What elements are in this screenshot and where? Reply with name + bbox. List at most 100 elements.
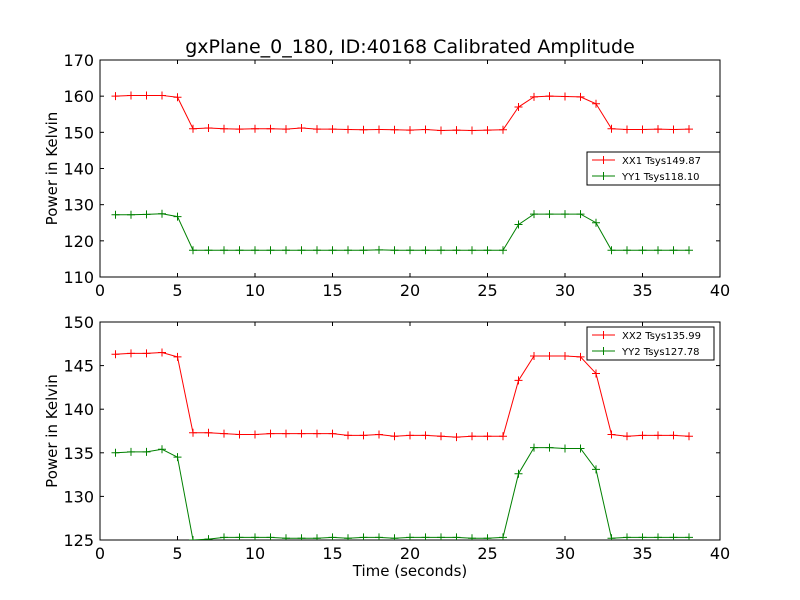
data-point [576, 92, 585, 101]
data-point [421, 246, 430, 255]
y-tick-label: 170 [63, 51, 94, 70]
data-point [545, 210, 554, 219]
x-tick-label: 5 [172, 544, 182, 563]
bottom-subplot: 0 5 10 15 20 25 30 35 40 125 130 135 140 145 150 Power … [43, 313, 730, 563]
data-point [468, 126, 476, 135]
data-point [158, 445, 166, 454]
data-point [266, 124, 275, 133]
data-point [266, 246, 275, 255]
data-point [375, 533, 383, 540]
data-point [545, 352, 554, 361]
data-point [514, 103, 523, 112]
data-point [220, 533, 228, 540]
data-point [173, 453, 182, 462]
data-point [483, 246, 492, 255]
data-point [111, 448, 120, 457]
y-tick-label: 150 [63, 313, 94, 332]
x-tick-label: 25 [477, 544, 497, 563]
x-tick-label: 15 [322, 544, 342, 563]
data-point [173, 93, 182, 102]
data-point [499, 246, 507, 255]
legend-box [586, 151, 721, 186]
data-point [251, 430, 259, 439]
data-point [297, 429, 306, 438]
data-point [406, 246, 414, 255]
x-tick-label: 30 [555, 281, 575, 300]
y-axis-label: Power in Kelvin [43, 112, 61, 226]
data-point [406, 126, 414, 135]
data-point [359, 246, 368, 255]
data-point [607, 430, 616, 439]
series-xx1 [111, 91, 693, 135]
x-tick-label: 20 [400, 281, 420, 300]
data-point [561, 92, 569, 101]
data-point [142, 210, 151, 219]
x-tick-label: 30 [555, 544, 575, 563]
x-tick-label: 35 [632, 544, 652, 563]
data-point [390, 125, 399, 134]
data-point [669, 431, 678, 440]
data-point [545, 443, 554, 452]
data-point [204, 428, 213, 437]
data-point [127, 349, 135, 358]
data-point [421, 533, 430, 540]
data-point [592, 218, 600, 227]
y-tick-label: 135 [63, 444, 94, 463]
data-point [158, 209, 166, 218]
data-point [375, 430, 383, 439]
data-point [220, 124, 228, 133]
y-tick-label: 150 [63, 123, 94, 142]
data-point [607, 246, 616, 255]
data-point [266, 429, 275, 438]
x-tick-label: 20 [400, 544, 420, 563]
data-point [638, 246, 647, 255]
x-tick-label: 10 [245, 281, 265, 300]
data-point [483, 126, 492, 135]
series-xx2 [111, 348, 693, 442]
data-point [142, 349, 151, 358]
legend: XX1 Tsys149.87 YY1 Tsys118.10 [586, 151, 721, 186]
data-point [189, 536, 197, 540]
data-point [390, 534, 399, 540]
data-point [499, 432, 507, 441]
data-point [220, 246, 228, 255]
series-yy2 [111, 443, 693, 540]
data-point [530, 443, 538, 452]
data-point [297, 246, 306, 255]
data-point [111, 210, 120, 219]
data-point [251, 533, 259, 540]
legend-marker [599, 347, 608, 355]
data-point [576, 210, 585, 219]
data-point [638, 533, 647, 540]
x-tick-label: 0 [95, 544, 105, 563]
data-point [576, 352, 585, 361]
data-point [220, 429, 228, 438]
x-tick-label: 5 [172, 281, 182, 300]
data-point [468, 246, 476, 255]
data-point [685, 246, 693, 255]
data-point [437, 246, 445, 255]
data-point [452, 246, 461, 255]
data-point [359, 533, 368, 540]
data-point [375, 125, 383, 134]
legend-label: YY1 Tsys118.10 [621, 172, 700, 183]
data-point [592, 99, 600, 108]
data-point [421, 431, 430, 440]
data-point [685, 533, 693, 540]
data-point [204, 535, 213, 540]
legend-label: XX1 Tsys149.87 [622, 156, 701, 167]
data-point [344, 246, 352, 255]
data-point [390, 432, 399, 441]
data-point [173, 352, 182, 361]
legend-box [586, 326, 715, 361]
data-point [530, 92, 538, 101]
data-point [654, 246, 662, 255]
top-subplot: 0 5 10 15 20 25 30 35 40 110 120 130 140 150 160 170 Pow… [43, 51, 730, 300]
y-tick-label: 120 [63, 232, 94, 251]
data-point [328, 533, 337, 540]
legend-marker [599, 172, 608, 180]
data-point [406, 533, 414, 540]
data-point [452, 126, 461, 135]
data-point [638, 125, 647, 134]
y-tick-label: 160 [63, 87, 94, 106]
